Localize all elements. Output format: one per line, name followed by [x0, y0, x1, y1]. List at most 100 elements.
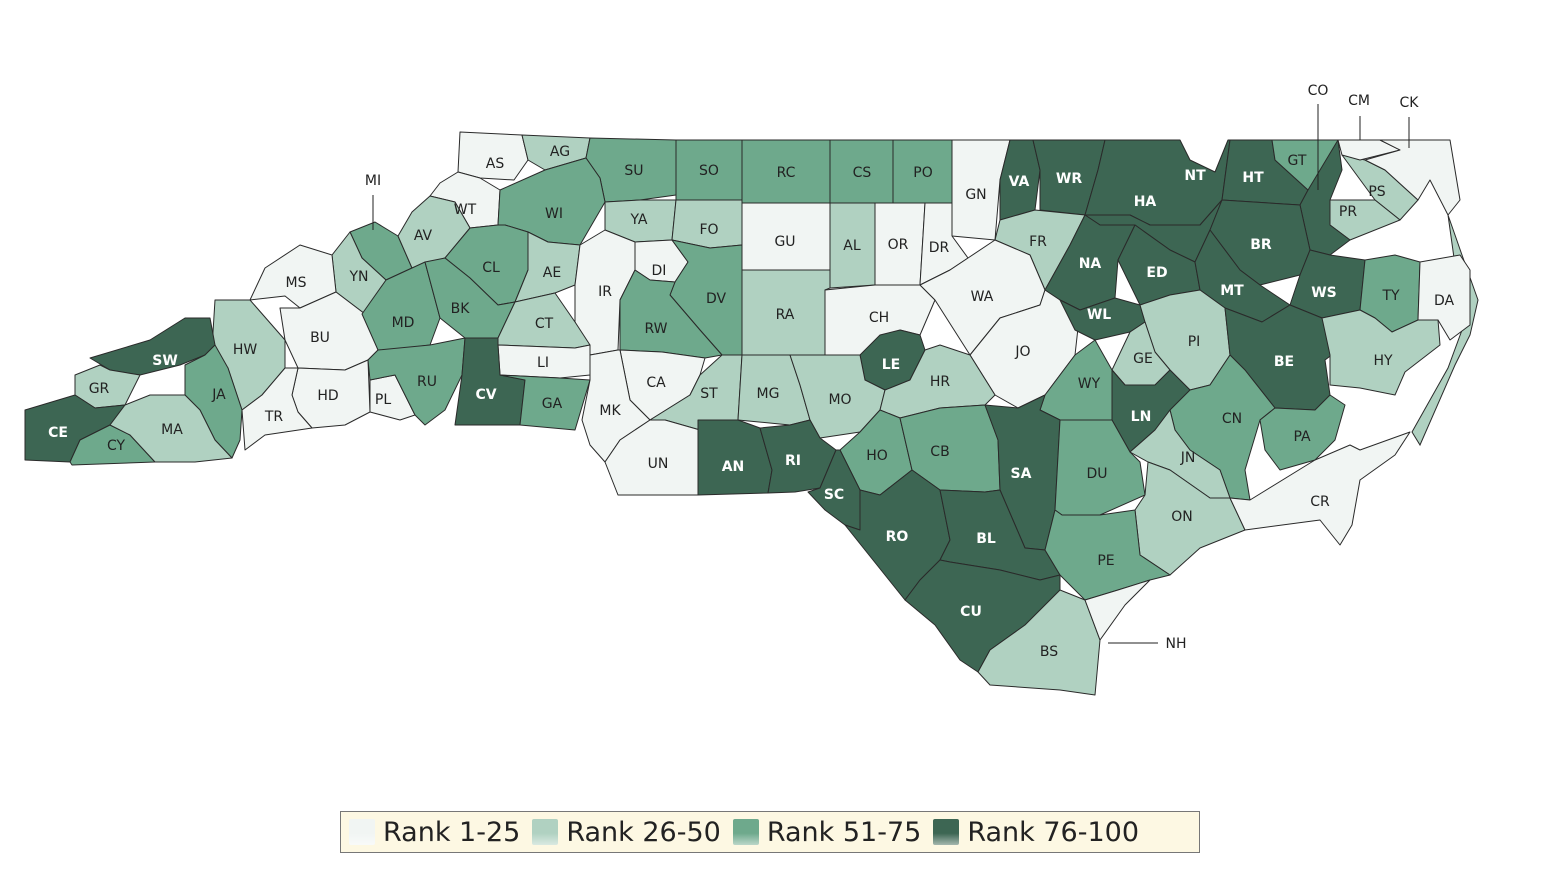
county-label-dv: DV — [706, 291, 727, 307]
county-label-ca: CA — [646, 375, 666, 391]
county-label-da: DA — [1434, 293, 1455, 309]
county-label-ln: LN — [1131, 409, 1152, 425]
county-ae[interactable] — [514, 231, 581, 303]
county-label-wa: WA — [971, 289, 994, 305]
county-label-st: ST — [700, 386, 718, 402]
county-label-mg: MG — [757, 386, 780, 402]
county-nt[interactable] — [1084, 139, 1231, 226]
county-label-be: BE — [1274, 354, 1294, 370]
county-label-ra: RA — [776, 307, 795, 323]
county-label-fr: FR — [1029, 234, 1047, 250]
county-label-ge: GE — [1133, 351, 1153, 367]
county-label-bk: BK — [451, 301, 471, 317]
county-label-ct: CT — [535, 316, 554, 332]
county-label-na: NA — [1079, 256, 1102, 272]
county-label-bs: BS — [1040, 644, 1058, 660]
county-label-an: AN — [722, 459, 745, 475]
county-label-cl: CL — [482, 260, 500, 276]
county-cr[interactable] — [1229, 431, 1411, 546]
county-label-wr: WR — [1056, 171, 1082, 187]
county-label-hd: HD — [317, 388, 338, 404]
county-cu[interactable] — [904, 559, 1061, 673]
county-label-bl: BL — [976, 531, 996, 547]
county-label-ty: TY — [1381, 288, 1400, 304]
county-label-li: LI — [537, 355, 549, 371]
county-label-rw: RW — [644, 321, 667, 337]
county-label-wy: WY — [1078, 376, 1101, 392]
county-ma[interactable] — [109, 394, 233, 463]
county-label-cn: CN — [1222, 411, 1242, 427]
county-tr[interactable] — [241, 367, 313, 451]
county-label-ru: RU — [417, 374, 437, 390]
county-label-su: SU — [624, 163, 643, 179]
county-label-cr: CR — [1310, 494, 1330, 510]
county-label-wl: WL — [1087, 307, 1111, 323]
legend-label-rank-76-100: Rank 76-100 — [967, 816, 1140, 848]
legend-label-rank-1-25: Rank 1-25 — [383, 816, 521, 848]
county-label-ho: HO — [866, 448, 888, 464]
legend-swatch-rank-76-100 — [933, 819, 960, 845]
county-label-pi: PI — [1188, 334, 1201, 350]
county-nh[interactable] — [1084, 579, 1151, 641]
county-label-ps: PS — [1368, 184, 1385, 200]
county-label-al: AL — [843, 238, 861, 254]
county-label-bu: BU — [310, 330, 330, 346]
county-label-as: AS — [486, 156, 505, 172]
county-label-jn: JN — [1180, 450, 1196, 466]
county-label-ag: AG — [550, 144, 570, 160]
county-label-dr: DR — [929, 240, 950, 256]
county-label-pa: PA — [1293, 429, 1311, 445]
county-pa[interactable] — [1259, 394, 1346, 471]
county-label-ed: ED — [1146, 265, 1167, 281]
county-label-ya: YA — [629, 212, 647, 228]
nc-county-map: AS AG SU SO RC CS PO GN VA WR NT HT GT PS PR CO CM CK WT WI… — [24, 83, 1479, 696]
county-label-cu: CU — [960, 604, 982, 620]
county-label-ck: CK — [1400, 95, 1420, 111]
county-label-ha: HA — [1134, 194, 1157, 210]
county-co[interactable] — [1299, 139, 1351, 256]
legend-swatch-rank-26-50 — [532, 819, 559, 845]
county-label-ja: JA — [211, 387, 226, 403]
county-label-gu: GU — [774, 234, 795, 250]
county-ir[interactable] — [574, 229, 636, 356]
county-label-md: MD — [392, 315, 415, 331]
county-label-sc: SC — [824, 487, 844, 503]
county-label-va: VA — [1009, 174, 1030, 190]
county-label-pr: PR — [1339, 204, 1357, 220]
county-ck[interactable] — [1364, 139, 1461, 216]
county-label-gr: GR — [89, 381, 110, 397]
county-on[interactable] — [1134, 461, 1246, 576]
county-label-fo: FO — [699, 222, 718, 238]
legend-item-rank-1-25: Rank 1-25 — [349, 817, 520, 848]
county-label-po: PO — [913, 165, 932, 181]
county-label-nh: NH — [1166, 636, 1187, 652]
county-label-cv: CV — [475, 387, 496, 403]
county-ru[interactable] — [367, 337, 466, 426]
county-label-br: BR — [1250, 237, 1272, 253]
county-cm[interactable] — [1337, 139, 1401, 161]
county-hy[interactable] — [1321, 309, 1441, 396]
legend-label-rank-51-75: Rank 51-75 — [766, 816, 922, 848]
county-label-hy: HY — [1373, 353, 1393, 369]
county-label-ma: MA — [161, 422, 183, 438]
county-pe[interactable] — [1044, 509, 1171, 601]
county-un[interactable] — [604, 419, 701, 496]
county-label-cs: CS — [853, 165, 872, 181]
county-label-ms: MS — [286, 275, 307, 291]
county-label-ga: GA — [542, 396, 563, 412]
county-label-sw: SW — [152, 353, 178, 369]
county-ga[interactable] — [499, 374, 591, 431]
county-label-wi: WI — [545, 206, 563, 222]
legend-item-rank-51-75: Rank 51-75 — [732, 816, 922, 848]
county-label-mt: MT — [1220, 283, 1244, 299]
county-label-ae: AE — [543, 265, 561, 281]
county-label-or: OR — [888, 237, 909, 253]
legend-item-rank-76-100: Rank 76-100 — [933, 817, 1139, 848]
county-label-mo: MO — [828, 392, 851, 408]
county-label-av: AV — [414, 228, 433, 244]
county-label-tr: TR — [264, 409, 284, 425]
county-ms[interactable] — [249, 244, 337, 309]
legend-label-rank-26-50: Rank 26-50 — [566, 816, 721, 848]
county-label-rc: RC — [777, 165, 796, 181]
county-label-wt: WT — [454, 202, 477, 218]
